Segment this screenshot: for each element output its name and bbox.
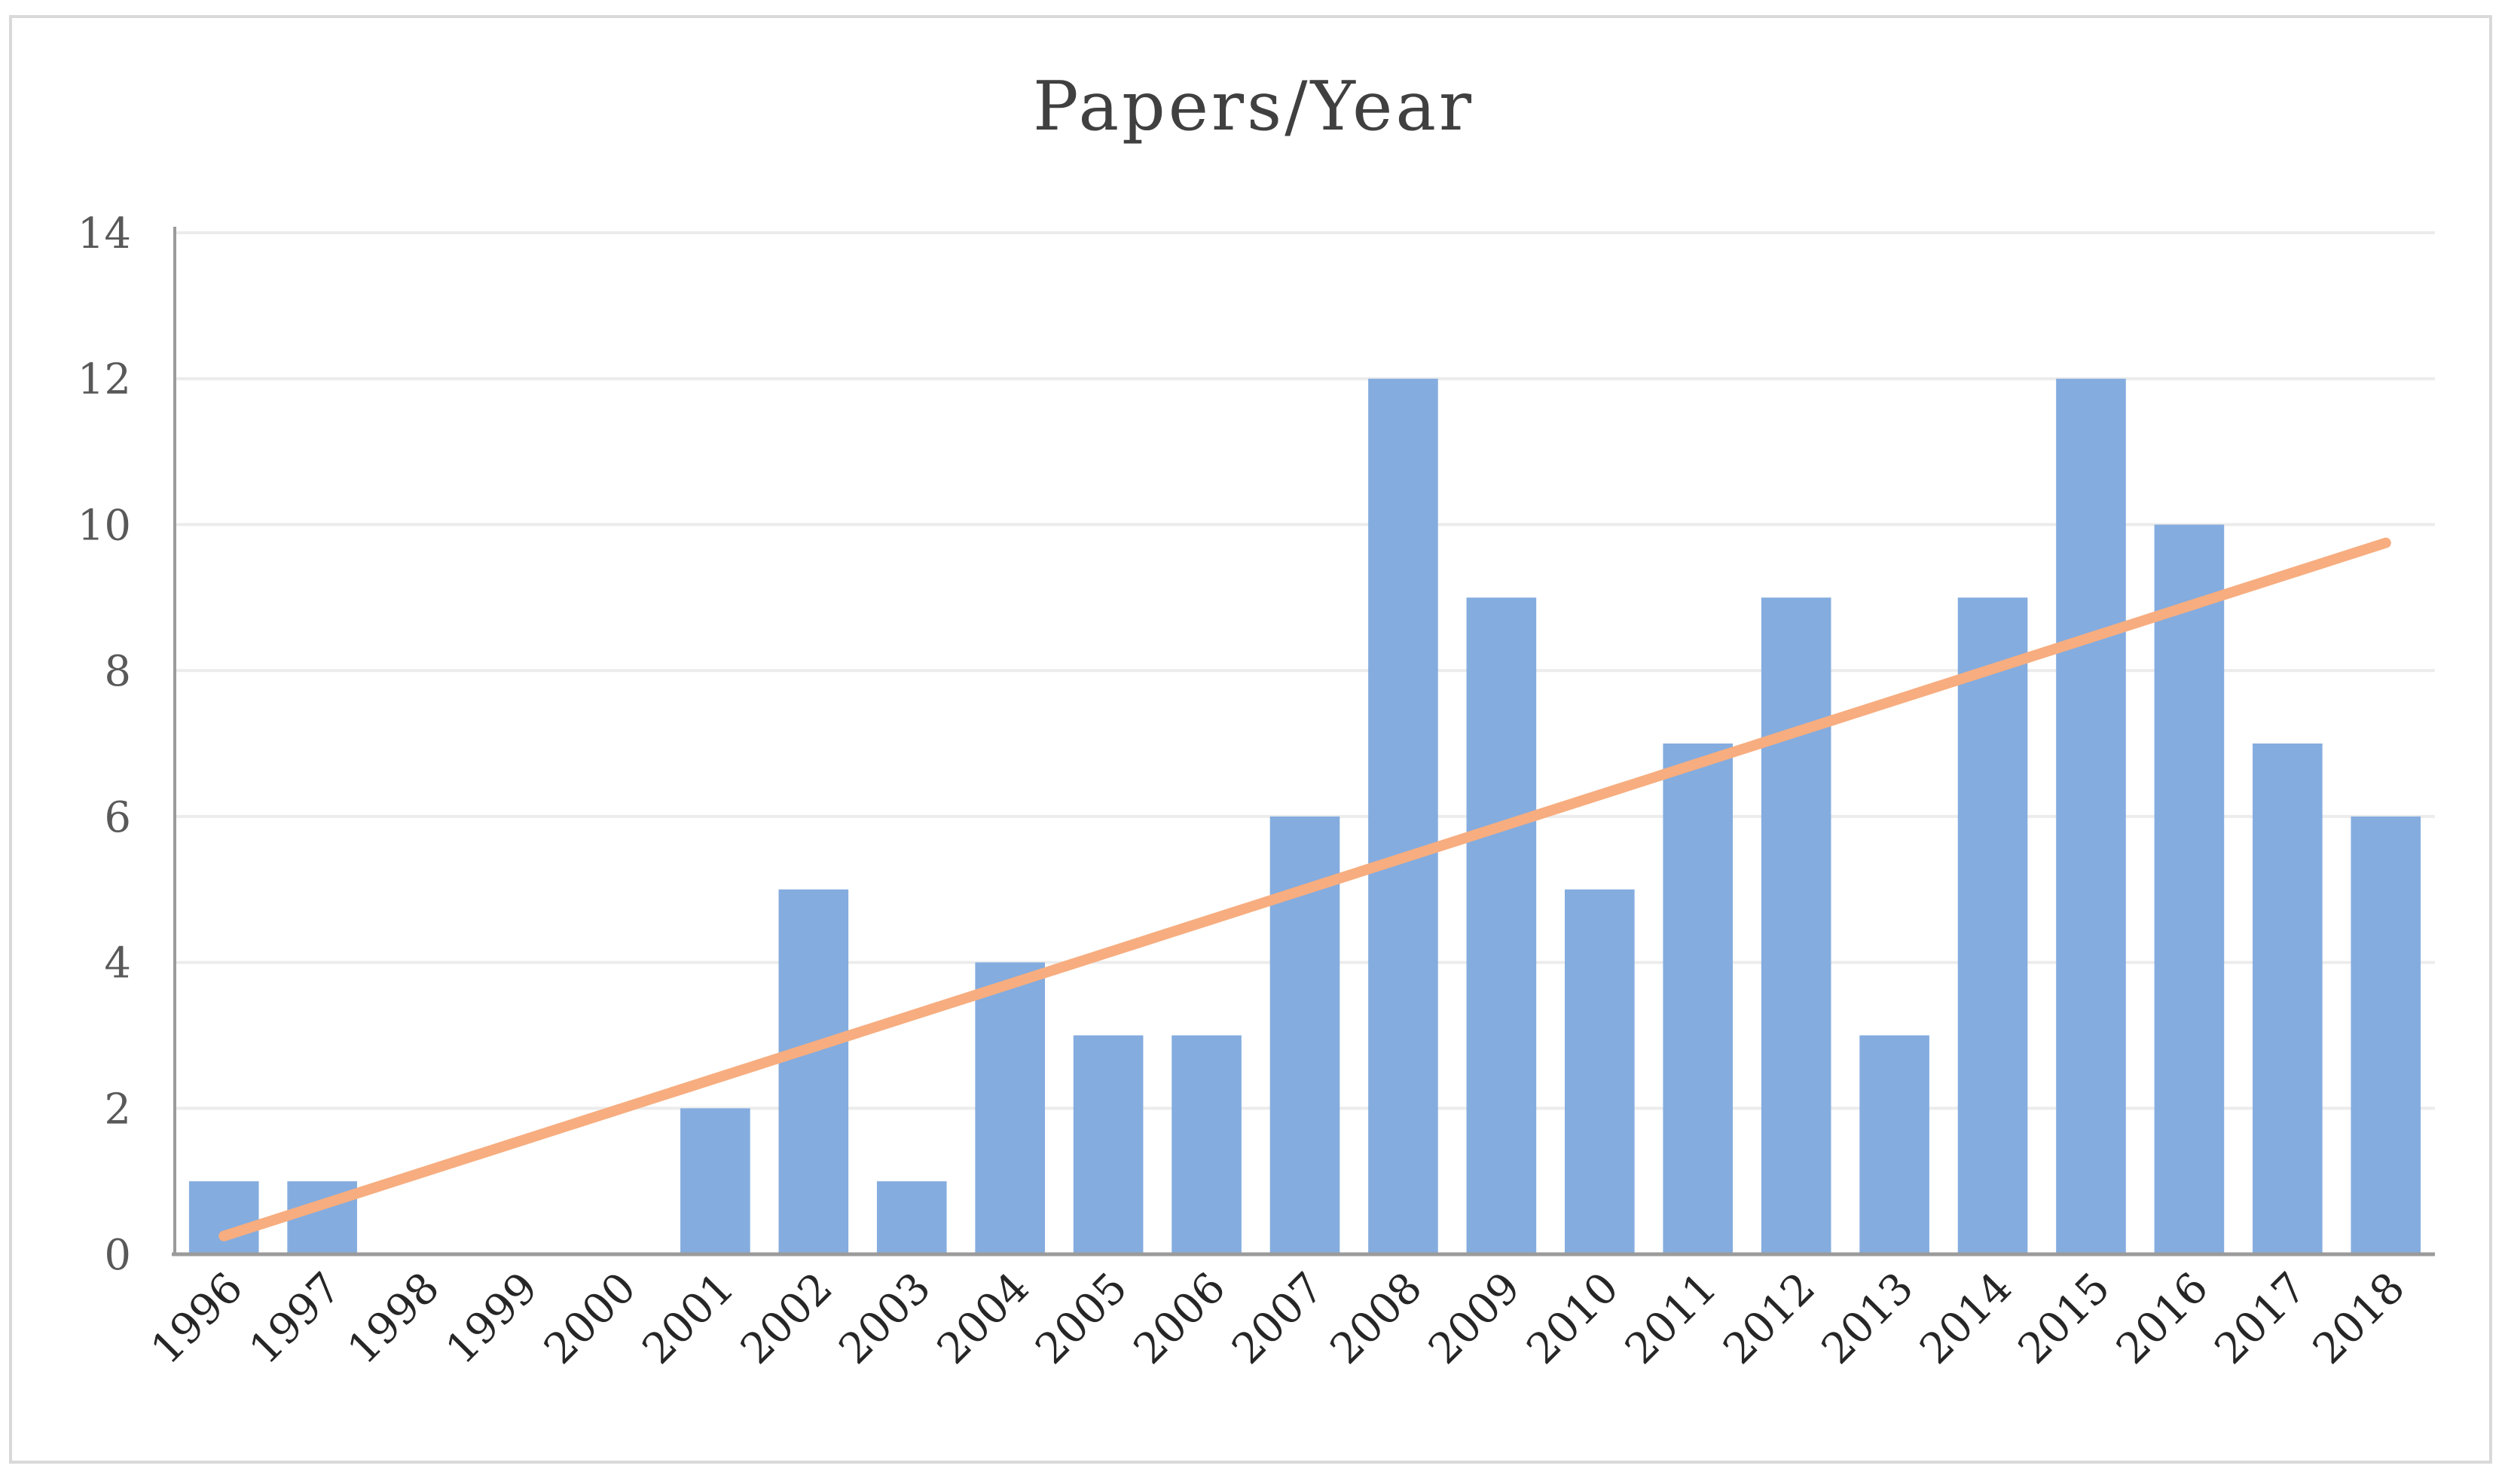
bar-2016 xyxy=(2154,524,2225,1254)
bar-2010 xyxy=(1565,889,1635,1254)
x-tick-label: 2007 xyxy=(1223,1263,1333,1374)
bar-1996 xyxy=(188,1181,259,1254)
x-tick-label: 2003 xyxy=(829,1263,940,1374)
bar-2009 xyxy=(1466,597,1537,1254)
bar-2011 xyxy=(1663,744,1734,1254)
y-tick-label: 8 xyxy=(104,647,131,696)
bar-chart: Papers/Year 0 2 4 6 8 10 12 14 1996199719981999… xyxy=(78,67,2435,1374)
bar-2004 xyxy=(975,962,1045,1254)
x-tick-label: 1997 xyxy=(240,1263,351,1374)
bar-2013 xyxy=(1859,1035,1929,1254)
chart-title: Papers/Year xyxy=(1033,67,1474,146)
x-tick-label: 2004 xyxy=(928,1263,1039,1374)
trendline xyxy=(218,537,2391,1241)
y-tick-label: 4 xyxy=(104,939,131,988)
x-tick-label: 2011 xyxy=(1616,1263,1727,1374)
y-tick-label: 12 xyxy=(78,356,131,405)
y-axis-ticks: 0 2 4 6 8 10 12 14 xyxy=(78,209,131,1280)
x-tick-label: 2018 xyxy=(2304,1263,2415,1374)
x-tick-label: 2017 xyxy=(2206,1263,2317,1374)
y-tick-label: 14 xyxy=(78,209,131,258)
bar-2002 xyxy=(778,889,849,1254)
x-tick-label: 2014 xyxy=(1911,1263,2021,1374)
trendline-group xyxy=(218,537,2391,1241)
bar-2015 xyxy=(2056,378,2126,1254)
bars xyxy=(188,378,2421,1254)
bar-2008 xyxy=(1368,378,1438,1254)
x-tick-label: 2010 xyxy=(1517,1263,1628,1374)
x-tick-label: 2000 xyxy=(535,1263,646,1374)
bar-2001 xyxy=(680,1108,750,1254)
x-tick-label: 2015 xyxy=(2009,1263,2120,1374)
bar-2006 xyxy=(1171,1035,1242,1254)
x-tick-label: 2013 xyxy=(1813,1263,1923,1374)
x-tick-label: 2006 xyxy=(1125,1263,1236,1374)
x-tick-label: 2009 xyxy=(1419,1263,1530,1374)
x-axis-ticks: 1996199719981999200020012002200320042005… xyxy=(142,1263,2414,1374)
x-tick-label: 1998 xyxy=(338,1263,449,1374)
bar-2005 xyxy=(1073,1035,1144,1254)
bar-2012 xyxy=(1761,597,1831,1254)
bar-2018 xyxy=(2351,816,2421,1254)
x-tick-label: 2008 xyxy=(1321,1263,1432,1374)
x-tick-label: 2016 xyxy=(2107,1263,2218,1374)
y-tick-label: 0 xyxy=(104,1231,131,1280)
y-tick-label: 2 xyxy=(104,1085,131,1134)
axes xyxy=(172,227,2435,1257)
x-tick-label: 2001 xyxy=(634,1263,744,1374)
bar-2017 xyxy=(2253,744,2323,1254)
bar-2003 xyxy=(876,1181,947,1254)
x-tick-label: 2002 xyxy=(732,1263,842,1374)
y-tick-label: 6 xyxy=(104,793,131,842)
x-tick-label: 2012 xyxy=(1714,1263,1825,1374)
bar-2014 xyxy=(1957,597,2028,1254)
x-tick-label: 2005 xyxy=(1026,1263,1137,1374)
x-tick-label: 1999 xyxy=(437,1263,548,1374)
x-tick-label: 1996 xyxy=(142,1263,252,1374)
chart-frame: Papers/Year 0 2 4 6 8 10 12 14 1996 1997 1998 1999… xyxy=(9,15,2492,1464)
y-tick-label: 10 xyxy=(78,501,131,550)
